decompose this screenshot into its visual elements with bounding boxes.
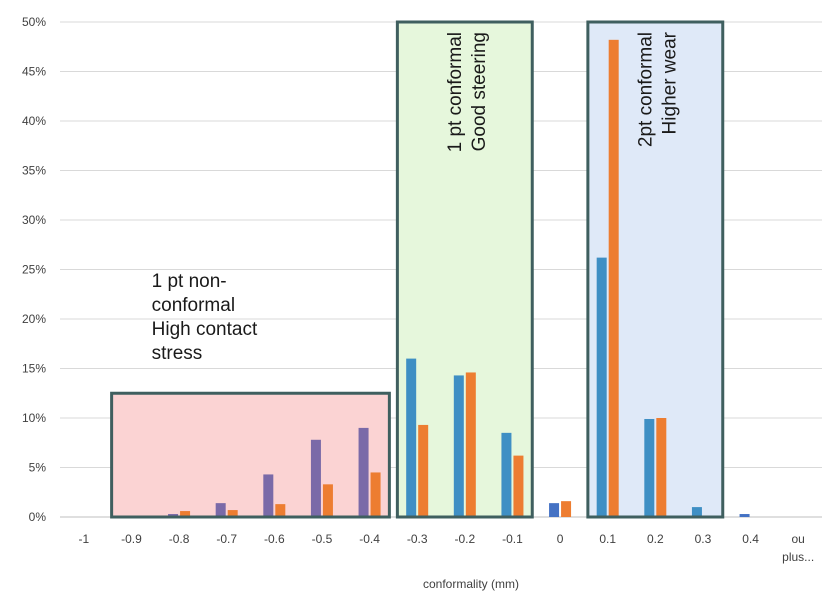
bar <box>656 418 667 517</box>
bar <box>691 507 702 517</box>
x-tick-label: 0 <box>557 532 564 546</box>
y-tick-label: 30% <box>22 213 46 227</box>
bar <box>561 501 572 517</box>
bar <box>608 39 619 517</box>
annotation-label-group: 2pt conformal Higher wear <box>635 31 680 147</box>
annotation-label: stress <box>152 343 203 364</box>
bar <box>549 503 560 517</box>
y-axis-ticks: 0% 5% 10% 15% 20% 25% 30% 35% 40% 45% 50% <box>22 15 46 524</box>
bar <box>513 455 524 517</box>
x-tick-label: -0.8 <box>169 532 190 546</box>
bar <box>180 511 191 517</box>
bar <box>453 375 464 517</box>
annotation-label-group: 1 pt conformal Good steering <box>445 32 490 152</box>
y-tick-label: 45% <box>22 65 46 79</box>
x-tick-label: -0.2 <box>454 532 475 546</box>
bar <box>370 472 381 517</box>
x-tick-label: -0.5 <box>312 532 333 546</box>
bar <box>465 372 476 517</box>
annotation-box-border <box>110 391 391 519</box>
x-tick-label: -0.3 <box>407 532 428 546</box>
x-tick-label: 0.1 <box>599 532 616 546</box>
x-tick-label: ou <box>792 532 805 546</box>
bar <box>418 424 429 517</box>
y-tick-label: 0% <box>29 510 47 524</box>
bar <box>406 358 417 517</box>
bar <box>215 503 226 517</box>
x-tick-label: -0.9 <box>121 532 142 546</box>
bar <box>275 504 286 517</box>
y-tick-label: 50% <box>22 15 46 29</box>
x-tick-label: -0.1 <box>502 532 523 546</box>
y-tick-label: 40% <box>22 114 46 128</box>
y-tick-label: 35% <box>22 164 46 178</box>
bars <box>168 39 750 517</box>
bar <box>263 474 274 517</box>
annotation-label: 1 pt conformal <box>445 32 466 152</box>
x-tick-label: -0.7 <box>216 532 237 546</box>
bar <box>501 432 512 517</box>
annotation-label: 1 pt non- <box>152 271 227 292</box>
annotation-label: Good steering <box>469 32 490 151</box>
bar <box>596 257 607 517</box>
x-tick-label: -0.4 <box>359 532 380 546</box>
y-tick-label: 15% <box>22 362 46 376</box>
y-tick-label: 25% <box>22 263 46 277</box>
bar <box>322 484 333 517</box>
bar <box>227 510 238 517</box>
y-tick-label: 10% <box>22 411 46 425</box>
y-tick-label: 5% <box>29 461 47 475</box>
x-tick-label: 0.3 <box>695 532 712 546</box>
annotation-label: conformal <box>152 295 235 316</box>
x-tick-label: 0.2 <box>647 532 664 546</box>
x-tick-label: -0.6 <box>264 532 285 546</box>
annotation-label: Higher wear <box>659 31 680 134</box>
x-tick-label: -1 <box>78 532 89 546</box>
annotation-box-border <box>395 20 534 519</box>
bar <box>310 439 321 517</box>
bar <box>358 427 369 517</box>
annotation-label: 2pt conformal <box>635 32 656 147</box>
annotation-label: High contact <box>152 319 258 340</box>
annotation-box-border <box>586 20 725 519</box>
annotation-box-fill <box>111 393 390 517</box>
x-tick-label: 0.4 <box>742 532 759 546</box>
annotation-labels: 1 pt non-conformal High contact stress 1 pt… <box>152 31 681 364</box>
x-axis-ticks: -1 -0.9 -0.8 -0.7 -0.6 -0.5 -0.4 -0.3 -0.2 -0.1 0 0… <box>78 532 814 564</box>
x-axis-title: conformality (mm) <box>423 577 519 591</box>
bar <box>739 514 750 517</box>
bar <box>644 418 655 517</box>
y-tick-label: 20% <box>22 312 46 326</box>
x-tick-label: plus... <box>782 550 814 564</box>
annotation-box-borders <box>110 20 725 519</box>
